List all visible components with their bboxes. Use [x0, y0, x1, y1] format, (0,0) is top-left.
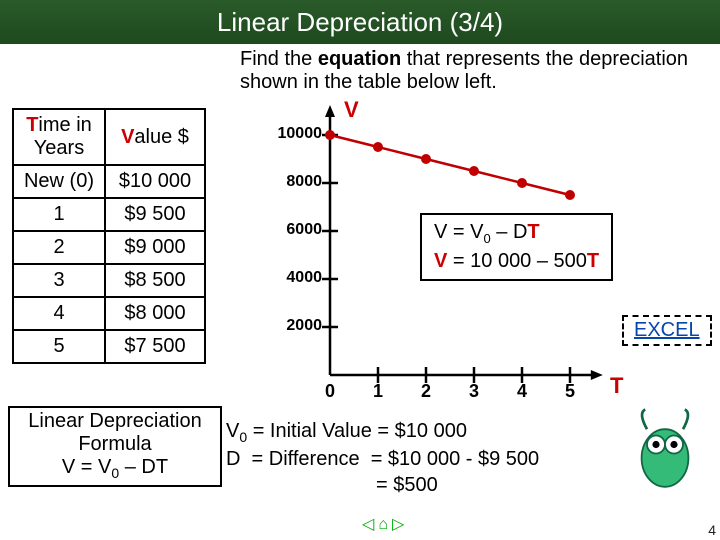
def-line-2: D = Difference = $10 000 - $9 500 — [226, 446, 539, 472]
cell-v: $10 000 — [105, 165, 205, 198]
nav-icons[interactable]: ◁⌂▷ — [360, 514, 406, 534]
cell-t: New (0) — [13, 165, 105, 198]
y-tick-label: 6000 — [266, 221, 322, 239]
eq1-pre: V = V — [434, 221, 483, 243]
y-tick-label: 2000 — [266, 317, 322, 335]
x-tick-label: 4 — [512, 381, 532, 402]
cell-v: $9 000 — [105, 231, 205, 264]
nav-next-icon[interactable]: ▷ — [392, 516, 404, 533]
cell-v: $9 500 — [105, 198, 205, 231]
f3-pre: V = V — [62, 456, 111, 478]
table-row: New (0)$10 000 — [13, 165, 205, 198]
eq2-mid: = 10 000 – 500 — [447, 250, 587, 272]
cell-t: 2 — [13, 231, 105, 264]
formula-line-1: Linear Depreciation — [12, 410, 218, 433]
eq1-sub: 0 — [483, 231, 490, 246]
eq1-T: T — [527, 221, 539, 243]
axis-label-V: V — [344, 97, 359, 123]
depreciation-chart: 200040006000800010000 012345 V T V = V0 … — [260, 105, 640, 395]
table-row: 3$8 500 — [13, 264, 205, 297]
x-tick-label: 1 — [368, 381, 388, 402]
d1-pre: V — [226, 420, 239, 442]
def-line-1: V0 = Initial Value = $10 000 — [226, 418, 539, 446]
table-row: 5$7 500 — [13, 330, 205, 363]
f3-post: – DT — [119, 456, 168, 478]
y-tick-label: 10000 — [266, 125, 322, 143]
table-row: 2$9 000 — [13, 231, 205, 264]
axis-label-T: T — [610, 373, 623, 399]
cell-t: 3 — [13, 264, 105, 297]
formula-line-3: V = V0 – DT — [12, 456, 218, 481]
def-line-3: = $500 — [226, 472, 539, 498]
cell-t: 1 — [13, 198, 105, 231]
slide-title: Linear Depreciation (3/4) — [0, 0, 720, 44]
cell-v: $8 500 — [105, 264, 205, 297]
table-head-value: Value $ — [105, 109, 205, 165]
prompt-text: Find the equation that represents the de… — [240, 48, 710, 94]
nav-home-icon[interactable]: ⌂ — [378, 516, 388, 533]
y-tick-label: 8000 — [266, 173, 322, 191]
equation-box: V = V0 – DT V = 10 000 – 500T — [420, 213, 613, 281]
cell-v: $7 500 — [105, 330, 205, 363]
cell-t: 4 — [13, 297, 105, 330]
prompt-bold: equation — [318, 48, 401, 70]
eq2-V: V — [434, 250, 447, 272]
page-number: 4 — [708, 522, 716, 538]
x-tick-label: 3 — [464, 381, 484, 402]
prompt-part-a: Find the — [240, 48, 318, 70]
table-head-value-V: V — [121, 126, 134, 148]
formula-line-2: Formula — [12, 433, 218, 456]
eq1-post: – D — [491, 221, 528, 243]
formula-box: Linear Depreciation Formula V = V0 – DT — [8, 406, 222, 487]
table-row: 4$8 000 — [13, 297, 205, 330]
table-head-value-rest: alue $ — [134, 126, 189, 148]
x-tick-label: 0 — [320, 381, 340, 402]
table-row: 1$9 500 — [13, 198, 205, 231]
y-tick-label: 4000 — [266, 269, 322, 287]
cell-v: $8 000 — [105, 297, 205, 330]
definitions: V0 = Initial Value = $10 000 D = Differe… — [226, 418, 539, 498]
table-head-time-T: T — [26, 114, 38, 136]
equation-line-1: V = V0 – DT — [434, 219, 599, 248]
table-head-time-rest: ime in Years — [34, 114, 92, 159]
mascot-icon — [620, 404, 710, 494]
equation-line-2: V = 10 000 – 500T — [434, 248, 599, 275]
eq2-T: T — [587, 250, 599, 272]
table-head-time: Time in Years — [13, 109, 105, 165]
d1-txt: = Initial Value = $10 000 — [247, 420, 467, 442]
excel-link[interactable]: EXCEL — [622, 315, 712, 346]
depreciation-table: Time in Years Value $ New (0)$10 000 1$9… — [12, 108, 206, 364]
d1-sub: 0 — [239, 429, 247, 445]
x-tick-label: 5 — [560, 381, 580, 402]
nav-prev-icon[interactable]: ◁ — [362, 516, 374, 533]
cell-t: 5 — [13, 330, 105, 363]
x-tick-label: 2 — [416, 381, 436, 402]
